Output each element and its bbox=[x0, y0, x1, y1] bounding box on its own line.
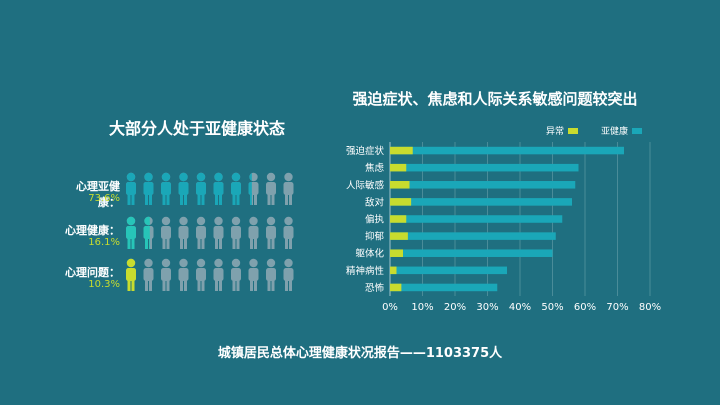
pictogram-row-problem: 心理问题： 10.3% bbox=[60, 258, 310, 300]
bar-abnormal bbox=[390, 163, 407, 172]
label-layer: 0% 10% 20% 30% 40% 50% 60% 70% 80% 强迫症状焦虑人际敏感敌对偏执… bbox=[346, 145, 661, 313]
person-icon bbox=[143, 258, 154, 291]
bar-abnormal bbox=[390, 146, 413, 155]
person-icon bbox=[213, 258, 224, 291]
bar-abnormal bbox=[390, 232, 408, 240]
person-icon-filled bbox=[126, 172, 136, 205]
person-icon-strip bbox=[126, 258, 294, 291]
bar-subhealth bbox=[390, 181, 576, 189]
category-label: 焦虑 bbox=[365, 162, 385, 174]
category-label: 偏执 bbox=[365, 214, 385, 226]
x-tick-label: 50% bbox=[541, 302, 563, 313]
person-icon-strip bbox=[126, 216, 294, 249]
bar-chart: 0% 10% 20% 30% 40% 50% 60% 70% 80% 强迫症状焦虑人际敏感敌对偏执… bbox=[346, 125, 661, 313]
person-icon bbox=[248, 216, 259, 249]
person-icon bbox=[266, 216, 276, 249]
bar-subhealth bbox=[390, 266, 507, 275]
bar-abnormal bbox=[390, 283, 402, 292]
person-icon bbox=[283, 258, 294, 291]
x-tick-label: 30% bbox=[476, 302, 498, 313]
x-tick-label: 80% bbox=[639, 302, 661, 313]
person-icon bbox=[161, 216, 171, 249]
bar-subhealth bbox=[390, 198, 572, 206]
bar-abnormal bbox=[390, 266, 397, 275]
person-icon bbox=[213, 216, 224, 249]
legend-label-abnormal: 异常 bbox=[546, 125, 564, 137]
bar-abnormal bbox=[390, 181, 410, 189]
person-icon bbox=[196, 216, 206, 249]
person-icon-filled bbox=[213, 172, 224, 205]
bar-abnormal bbox=[390, 215, 407, 223]
x-tick-label: 40% bbox=[509, 302, 531, 313]
category-label: 恐怖 bbox=[365, 282, 385, 294]
category-label: 强迫症状 bbox=[346, 145, 385, 157]
person-icon-filled bbox=[196, 172, 206, 205]
pictogram-row-subhealth: 心理亚健康： 73.6% bbox=[60, 172, 310, 214]
person-icon-filled bbox=[231, 172, 241, 205]
person-icon bbox=[266, 258, 276, 291]
person-icon-strip bbox=[126, 172, 294, 205]
pictogram-percent: 10.3% bbox=[88, 279, 120, 290]
x-tick-label: 20% bbox=[444, 302, 466, 313]
person-icon bbox=[283, 216, 294, 249]
pictogram-label: 心理亚健康： bbox=[76, 180, 120, 209]
bar-subhealth bbox=[390, 146, 624, 155]
x-tick-label: 60% bbox=[574, 302, 596, 313]
bar-subhealth bbox=[390, 283, 498, 292]
category-label: 精神病性 bbox=[346, 265, 385, 277]
person-icon bbox=[283, 172, 294, 205]
person-icon bbox=[161, 258, 171, 291]
person-icon-filled bbox=[178, 172, 189, 205]
pictogram-percent: 73.6% bbox=[88, 193, 120, 204]
person-icon-filled bbox=[126, 258, 136, 291]
pictogram-row-healthy: 心理健康： 16.1% bbox=[60, 216, 310, 258]
x-tick-label: 10% bbox=[411, 302, 433, 313]
chart-title: 强迫症状、焦虑和人际关系敏感问题较突出 bbox=[352, 90, 638, 108]
report-footer: 城镇居民总体心理健康状况报告——1103375人 bbox=[217, 346, 503, 361]
person-icon bbox=[178, 258, 189, 291]
bar-subhealth bbox=[390, 249, 553, 257]
pictogram-label: 心理问题： bbox=[65, 266, 120, 279]
bar-subhealth bbox=[390, 215, 563, 223]
x-tick-label: 0% bbox=[382, 302, 398, 313]
pictogram-percent: 16.1% bbox=[88, 237, 120, 248]
pictogram-label: 心理健康： bbox=[65, 224, 120, 237]
bar-abnormal bbox=[390, 198, 412, 206]
category-label: 人际敏感 bbox=[346, 179, 385, 191]
person-icon-filled bbox=[161, 172, 171, 205]
person-icon bbox=[196, 258, 206, 291]
person-icon-filled bbox=[126, 216, 136, 249]
bar-subhealth bbox=[390, 232, 556, 240]
legend-layer: 异常 亚健康 bbox=[546, 125, 642, 137]
person-icon bbox=[266, 172, 276, 205]
x-tick-label: 70% bbox=[606, 302, 628, 313]
bar-layer bbox=[390, 146, 624, 292]
legend-swatch-abnormal bbox=[568, 128, 578, 134]
person-icon-filled bbox=[248, 173, 252, 205]
person-icon-filled bbox=[143, 172, 154, 205]
legend-swatch-subhealth bbox=[632, 128, 642, 134]
bar-subhealth bbox=[390, 163, 579, 172]
legend-label-subhealth: 亚健康 bbox=[601, 125, 628, 137]
person-icon-filled bbox=[143, 216, 150, 249]
person-icon bbox=[248, 258, 259, 291]
bar-abnormal bbox=[390, 249, 403, 257]
person-icon bbox=[231, 258, 241, 291]
category-label: 敌对 bbox=[365, 196, 385, 208]
person-icon bbox=[178, 216, 189, 249]
category-label: 躯体化 bbox=[355, 248, 384, 260]
left-title: 大部分人处于亚健康状态 bbox=[108, 119, 285, 138]
category-label: 抑郁 bbox=[365, 231, 385, 243]
person-icon bbox=[231, 216, 241, 249]
